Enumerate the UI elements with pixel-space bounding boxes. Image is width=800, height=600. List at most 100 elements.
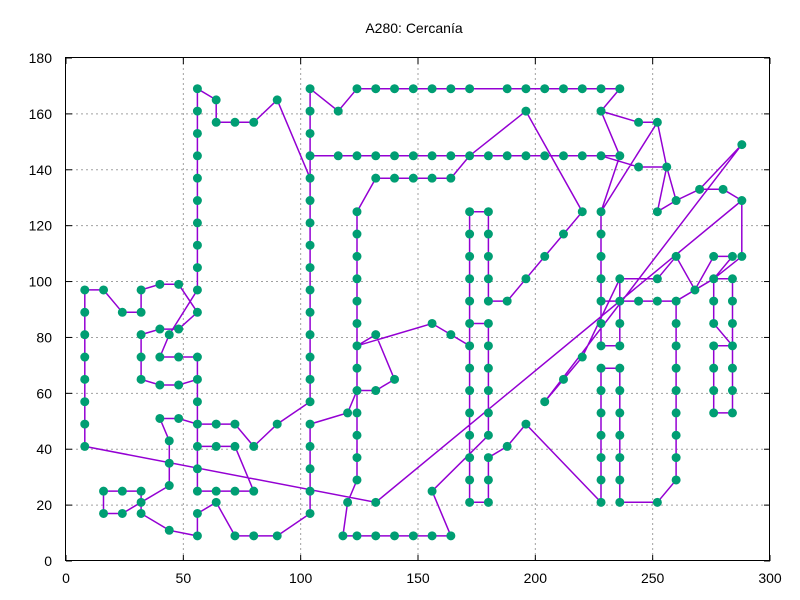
city-point [615,341,625,351]
city-point [192,486,202,496]
city-point [305,464,315,474]
city-point [465,251,475,261]
city-point [390,531,400,541]
city-point [371,386,381,396]
city-point [408,531,418,541]
city-point [709,341,719,351]
city-point [483,386,493,396]
city-point [483,229,493,239]
city-point [192,106,202,116]
city-point [192,531,202,541]
city-point [727,318,737,328]
city-point [446,330,456,340]
city-point [136,508,146,518]
city-point [596,318,606,328]
city-point [174,413,184,423]
city-point [272,531,282,541]
axis-ticks: 0 50 100 150 200 250 300 0 20 40 60 80 100 120 140 160 1… [29,50,782,586]
city-point [192,464,202,474]
city-point [230,531,240,541]
y-tick-label: 80 [36,329,52,345]
city-point [615,430,625,440]
city-point [427,531,437,541]
city-point [211,441,221,451]
city-point [671,296,681,306]
city-point [671,341,681,351]
city-point [117,486,127,496]
y-tick-label: 180 [29,50,53,66]
city-point [192,263,202,273]
city-point [596,106,606,116]
city-point [465,363,475,373]
city-point [192,196,202,206]
city-point [718,184,728,194]
city-point [615,274,625,284]
city-point [192,419,202,429]
city-point [305,173,315,183]
city-point [540,84,550,94]
y-tick-label: 140 [29,162,53,178]
city-point [558,151,568,161]
city-point [249,441,259,451]
city-point [596,497,606,507]
city-point [230,441,240,451]
city-point [446,531,456,541]
city-point [558,229,568,239]
city-point [737,251,747,261]
city-point [305,263,315,273]
city-point [352,363,362,373]
city-point [192,240,202,250]
city-point [671,363,681,373]
city-point [305,151,315,161]
city-point [155,413,165,423]
city-point [408,84,418,94]
city-point [652,497,662,507]
city-point [709,296,719,306]
city-point [465,274,475,284]
city-point [521,84,531,94]
city-point [305,508,315,518]
city-point [483,207,493,217]
city-point [465,341,475,351]
city-point [671,430,681,440]
city-point [80,419,90,429]
city-point [352,251,362,261]
city-point [305,196,315,206]
city-point [483,497,493,507]
city-point [427,486,437,496]
city-point [465,296,475,306]
city-point [709,408,719,418]
city-point [305,374,315,384]
x-tick-label: 150 [406,570,430,586]
city-point [615,363,625,373]
y-tick-label: 60 [36,385,52,401]
city-point [465,497,475,507]
city-point [80,285,90,295]
city-point [483,430,493,440]
city-point [577,151,587,161]
city-point [305,285,315,295]
city-point [164,330,174,340]
city-point [192,285,202,295]
city-point [352,296,362,306]
city-point [305,84,315,94]
city-point [465,151,475,161]
series-layer [80,84,747,541]
city-point [390,173,400,183]
city-point [305,218,315,228]
city-point [174,279,184,289]
grid [66,58,770,561]
city-point [427,84,437,94]
city-point [80,352,90,362]
city-point [164,525,174,535]
x-tick-label: 300 [758,570,782,586]
chart-title: A280: Cercanía [365,20,462,36]
city-point [427,151,437,161]
city-point [192,397,202,407]
city-point [558,374,568,384]
city-point [192,84,202,94]
city-point [136,285,146,295]
city-point [596,229,606,239]
x-tick-label: 250 [641,570,665,586]
city-point [352,531,362,541]
